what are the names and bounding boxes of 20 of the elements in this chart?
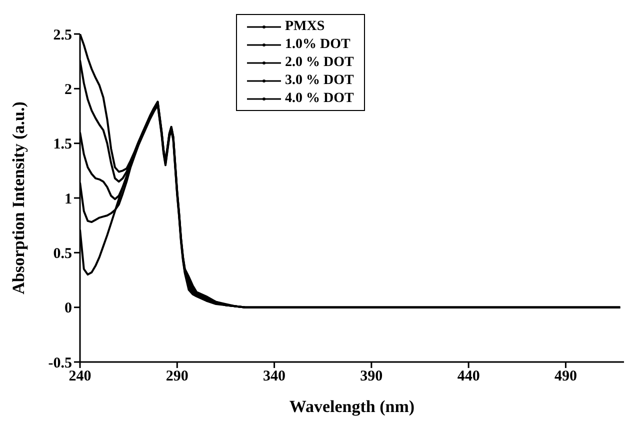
x-tick-label: 490 — [554, 368, 577, 385]
legend-label: 2.0 % DOT — [285, 55, 354, 71]
x-tick-label: 390 — [360, 368, 383, 385]
y-tick-label: 2.5 — [53, 27, 72, 44]
y-tick-label: -0.5 — [48, 355, 72, 372]
legend-label: PMXS — [285, 19, 325, 35]
x-axis-title: Wavelength (nm) — [289, 397, 415, 416]
legend-label: 4.0 % DOT — [285, 91, 354, 107]
y-tick-label: 1.5 — [53, 136, 72, 153]
y-tick-label: 0 — [64, 300, 72, 317]
y-tick-label: 1 — [64, 191, 72, 208]
legend-label: 1.0% DOT — [285, 37, 350, 53]
y-axis-title: Absorption Intensity (a.u.) — [9, 102, 28, 294]
x-tick-label: 290 — [166, 368, 188, 385]
x-tick-label: 440 — [457, 368, 480, 385]
x-tick-label: 240 — [68, 368, 92, 385]
y-tick-label: 0.5 — [53, 246, 72, 262]
y-tick-label: 2 — [64, 82, 72, 98]
x-tick-label: 340 — [263, 368, 286, 385]
legend-label: 3.0 % DOT — [285, 73, 354, 89]
